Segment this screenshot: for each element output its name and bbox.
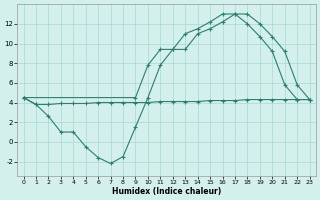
X-axis label: Humidex (Indice chaleur): Humidex (Indice chaleur) [112, 187, 221, 196]
